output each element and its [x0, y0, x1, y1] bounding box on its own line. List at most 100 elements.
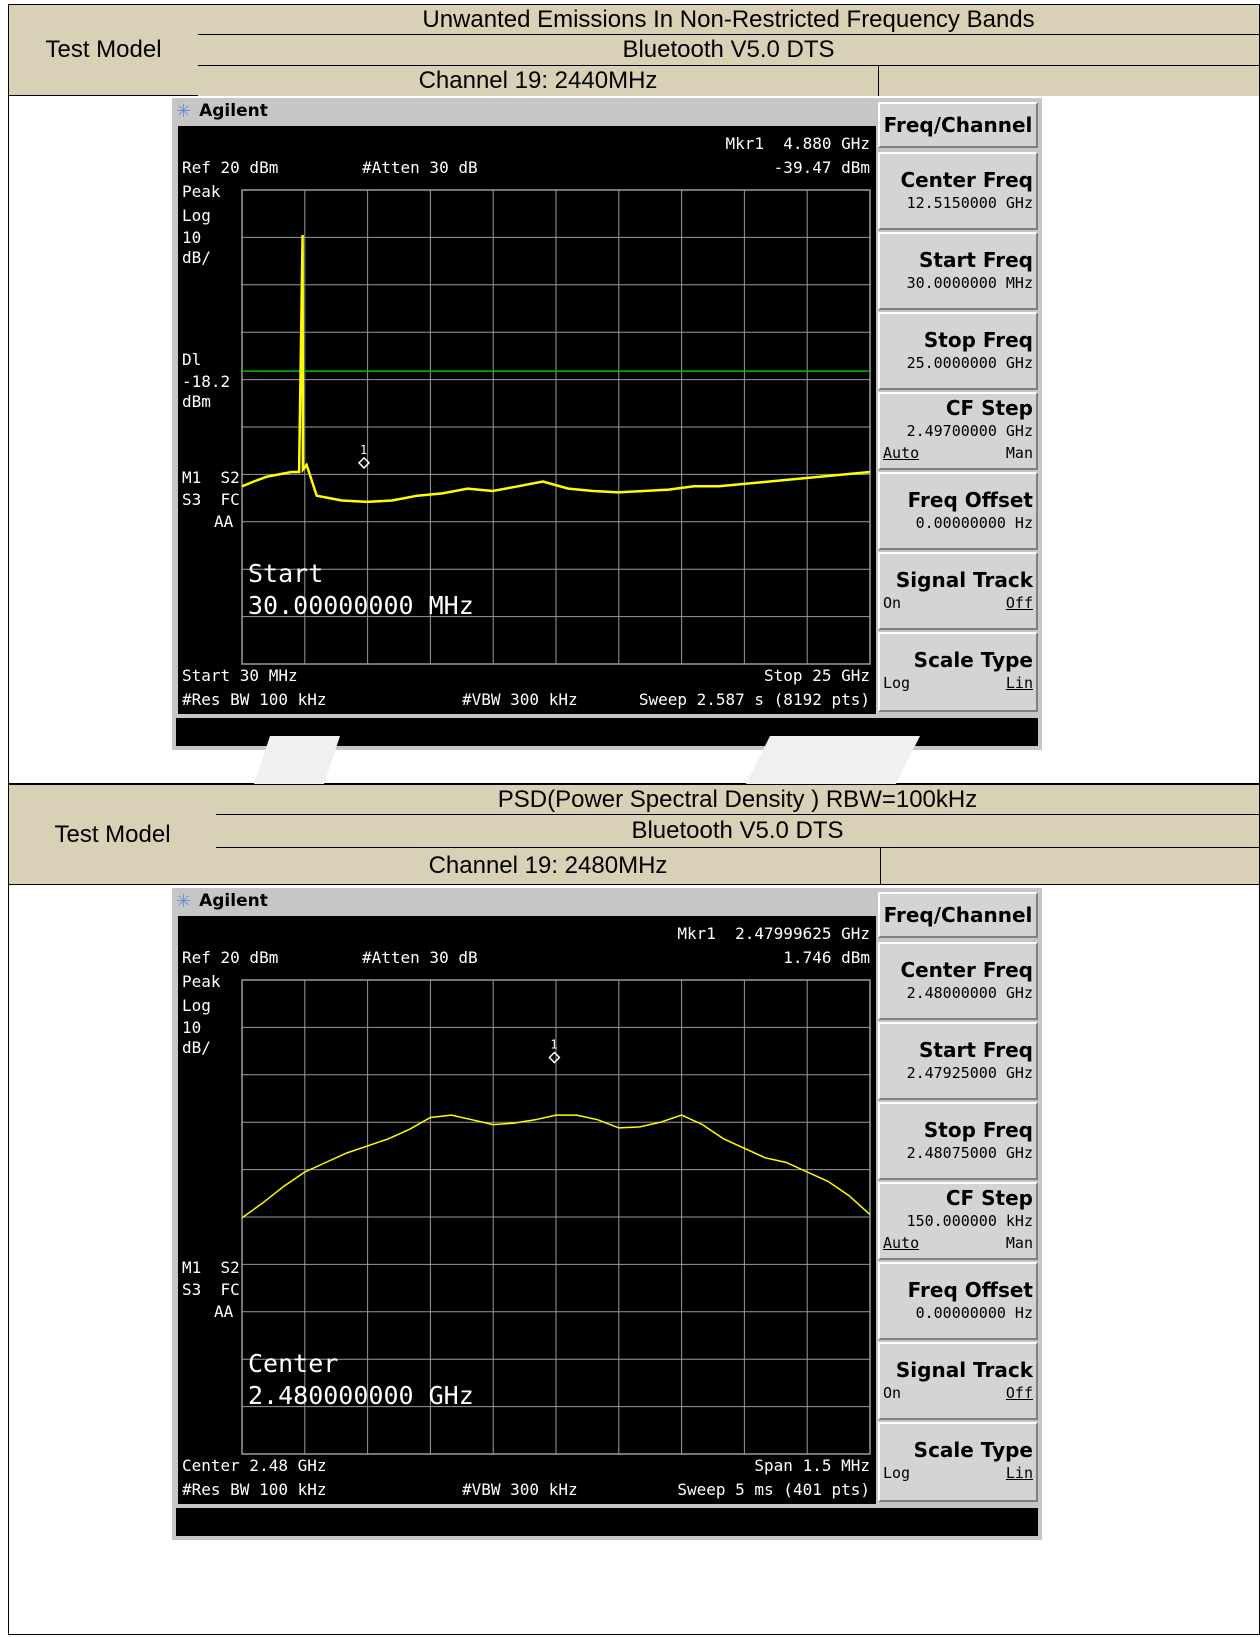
resolution-bandwidth: #Res BW 100 kHz — [182, 690, 327, 709]
test-channel-cell: Channel 19: 2440MHz — [418, 67, 658, 94]
scale-type-softkey[interactable]: Scale Type Log Lin — [878, 632, 1038, 712]
softkey-title: Freq Offset — [907, 1278, 1033, 1302]
marker-readout-label: Mkr1 2.47999625 GHz — [677, 924, 870, 943]
active-function-value: 30.00000000 MHz — [248, 591, 474, 620]
scale-value: 10 — [182, 1018, 202, 1037]
softkey-title: Freq Offset — [907, 488, 1033, 512]
trace-line — [241, 234, 871, 504]
empty-cell — [880, 848, 1259, 884]
center-freq-softkey[interactable]: Center Freq 2.48000000 GHz — [878, 942, 1038, 1020]
freq-offset-softkey[interactable]: Freq Offset 0.00000000 Hz — [878, 1262, 1038, 1340]
marker-diamond — [548, 1051, 561, 1064]
softkey-man-option: Man — [1005, 1234, 1033, 1252]
status-s3: S3 FC — [182, 1280, 240, 1299]
cf-step-softkey[interactable]: CF Step 2.49700000 GHz Auto Man — [878, 392, 1038, 470]
analyzer-frame-1: ✳ Agilent Mkr1 4.880 GHz -39.47 dBm Ref 2… — [172, 98, 1042, 750]
stop-freq-softkey[interactable]: Stop Freq 25.0000000 GHz — [878, 312, 1038, 390]
softkey-log-option: Log — [883, 674, 911, 692]
start-freq-softkey[interactable]: Start Freq 2.47925000 GHz — [878, 1022, 1038, 1100]
softkey-log-option: Log — [883, 1464, 911, 1482]
test-table-header-2: Test Model PSD(Power Spectral Density ) … — [8, 784, 1260, 885]
span-frequency: Span 1.5 MHz — [754, 1456, 870, 1475]
stop-freq-softkey[interactable]: Stop Freq 2.48075000 GHz — [878, 1102, 1038, 1180]
status-m1: M1 S2 — [182, 468, 240, 487]
status-bar-2 — [176, 1508, 1038, 1536]
scale-unit: dB/ — [182, 248, 211, 267]
softkey-menu-title: Freq/Channel — [878, 102, 1038, 148]
active-function-label: Start — [248, 559, 324, 588]
active-function-label: Center — [248, 1349, 339, 1378]
softkey-off-option: Off — [1005, 594, 1033, 612]
sweep-time: Sweep 2.587 s (8192 pts) — [638, 690, 870, 709]
test-channel-row: Channel 19: 2480MHz — [216, 848, 1259, 884]
softkey-title: Scale Type — [913, 1438, 1033, 1462]
softkey-value: 150.000000 kHz — [906, 1212, 1033, 1230]
signal-track-softkey[interactable]: Signal Track On Off — [878, 1342, 1038, 1420]
test-title-cell: Unwanted Emissions In Non-Restricted Fre… — [198, 5, 1259, 35]
resolution-bandwidth: #Res BW 100 kHz — [182, 1480, 327, 1499]
softkey-title: CF Step — [945, 1186, 1033, 1210]
softkey-title: Start Freq — [919, 248, 1033, 272]
marker-readout-label: Mkr1 4.880 GHz — [725, 134, 871, 153]
softkey-title: Signal Track — [895, 1358, 1033, 1382]
softkey-value: 2.47925000 GHz — [906, 1064, 1033, 1082]
marker-number: 1 — [550, 1038, 557, 1052]
status-aa: AA — [214, 1302, 234, 1321]
test-title-cell: PSD(Power Spectral Density ) RBW=100kHz — [216, 785, 1259, 815]
softkey-title: Signal Track — [895, 568, 1033, 592]
softkey-title: Stop Freq — [923, 328, 1033, 352]
softkey-menu-2: Freq/Channel Center Freq 2.48000000 GHz … — [878, 892, 1038, 1504]
softkey-value: 2.48000000 GHz — [906, 984, 1033, 1002]
softkey-lin-option: Lin — [1005, 674, 1033, 692]
marker-readout-value: 1.746 dBm — [783, 948, 870, 967]
softkey-value: 2.49700000 GHz — [906, 422, 1033, 440]
softkey-man-option: Man — [1005, 444, 1033, 462]
scale-unit: dB/ — [182, 1038, 211, 1057]
softkey-off-option: Off — [1005, 1384, 1033, 1402]
spectrum-plot-1: 1 — [241, 189, 871, 665]
test-model-cell: Test Model — [9, 5, 199, 95]
sweep-time: Sweep 5 ms (401 pts) — [677, 1480, 870, 1499]
softkey-title: Stop Freq — [923, 1118, 1033, 1142]
ref-level: Ref 20 dBm — [182, 158, 279, 177]
test-table-header-1: Test Model Unwanted Emissions In Non-Res… — [8, 4, 1260, 96]
freq-offset-softkey[interactable]: Freq Offset 0.00000000 Hz — [878, 472, 1038, 550]
test-channel-row: Channel 19: 2440MHz — [198, 66, 1259, 96]
signal-track-softkey[interactable]: Signal Track On Off — [878, 552, 1038, 630]
status-s3: S3 FC — [182, 490, 240, 509]
softkey-on-option: On — [883, 1384, 902, 1402]
agilent-spark-icon: ✳ — [176, 890, 192, 912]
softkey-on-option: On — [883, 594, 902, 612]
marker-readout-value: -39.47 dBm — [773, 158, 870, 177]
center-freq-softkey[interactable]: Center Freq 12.5150000 GHz — [878, 152, 1038, 230]
spectrum-plot-2: 1 — [241, 979, 871, 1455]
attenuation: #Atten 30 dB — [362, 158, 478, 177]
softkey-value: 0.00000000 Hz — [915, 1304, 1033, 1322]
scale-value: 10 — [182, 228, 202, 247]
scale-log: Log — [182, 996, 211, 1015]
softkey-menu-1: Freq/Channel Center Freq 12.5150000 GHz … — [878, 102, 1038, 714]
marker-number: 1 — [360, 443, 367, 457]
scale-type-softkey[interactable]: Scale Type Log Lin — [878, 1422, 1038, 1502]
test-channel-cell: Channel 19: 2480MHz — [428, 852, 668, 879]
softkey-title: Start Freq — [919, 1038, 1033, 1062]
display-line-value: -18.2 — [182, 372, 231, 391]
agilent-logo: ✳ Agilent — [176, 100, 268, 122]
status-aa: AA — [214, 512, 234, 531]
start-freq-softkey[interactable]: Start Freq 30.0000000 MHz — [878, 232, 1038, 310]
softkey-value: 12.5150000 GHz — [906, 194, 1033, 212]
marker-diamond — [357, 456, 371, 469]
video-bandwidth: #VBW 300 kHz — [462, 690, 578, 709]
cf-step-softkey[interactable]: CF Step 150.000000 kHz Auto Man — [878, 1182, 1038, 1260]
attenuation: #Atten 30 dB — [362, 948, 478, 967]
softkey-title: CF Step — [945, 396, 1033, 420]
center-frequency: Center 2.48 GHz — [182, 1456, 327, 1475]
softkey-value: 0.00000000 Hz — [915, 514, 1033, 532]
softkey-value: 25.0000000 GHz — [906, 354, 1033, 372]
active-function-value: 2.480000000 GHz — [248, 1381, 474, 1410]
softkey-menu-title: Freq/Channel — [878, 892, 1038, 938]
video-bandwidth: #VBW 300 kHz — [462, 1480, 578, 1499]
scale-log: Log — [182, 206, 211, 225]
trace-line — [241, 1114, 871, 1219]
stop-frequency: Stop 25 GHz — [764, 666, 870, 685]
